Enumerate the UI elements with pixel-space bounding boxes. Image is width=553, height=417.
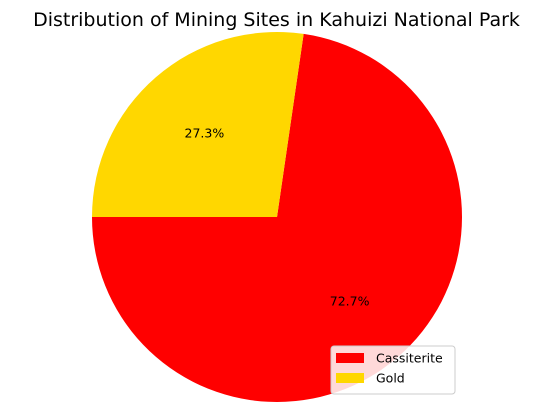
- pie-label-cassiterite: 72.7%: [330, 293, 370, 308]
- pie-slice-gold: [92, 32, 304, 217]
- legend-swatch-gold: [336, 373, 364, 383]
- legend-label-cassiterite: Cassiterite: [376, 351, 443, 366]
- legend-swatch-cassiterite: [336, 353, 364, 363]
- chart-title: Distribution of Mining Sites in Kahuizi …: [33, 9, 520, 31]
- legend-label-gold: Gold: [376, 371, 405, 386]
- pie-label-gold: 27.3%: [185, 126, 225, 141]
- legend: Cassiterite Gold: [331, 346, 455, 394]
